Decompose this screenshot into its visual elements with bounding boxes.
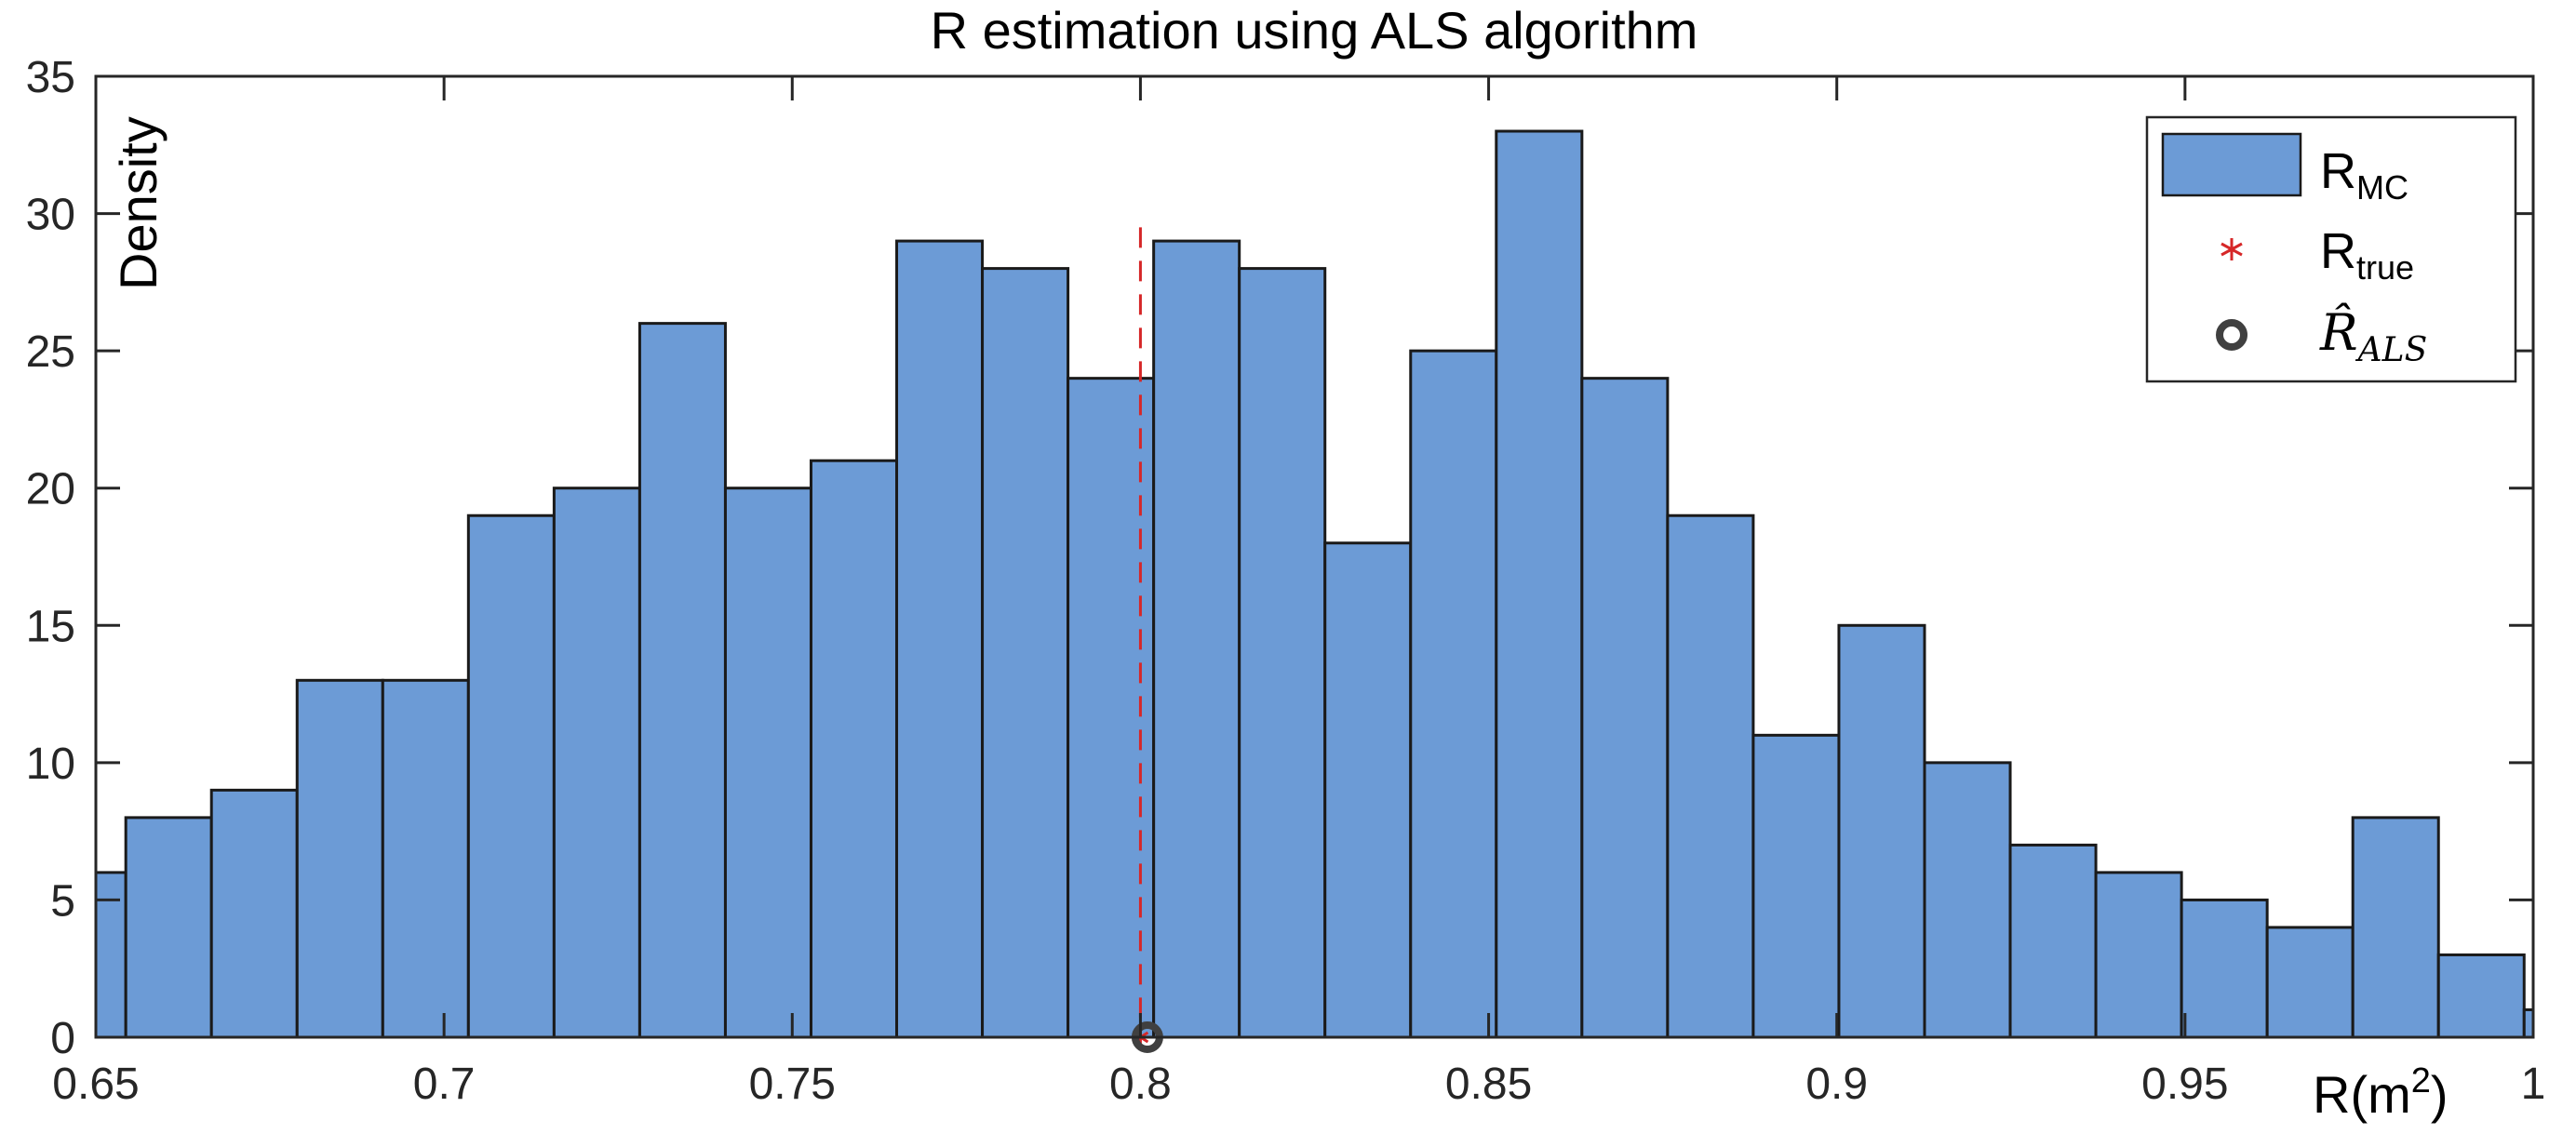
y-tick-label: 35 [26,53,75,102]
histogram-bar [723,487,812,1037]
x-axis-label-main: R(m [2313,1065,2411,1124]
legend-bar-swatch [2161,132,2302,197]
y-tick-label: 10 [26,740,75,789]
histogram-bar [466,513,556,1037]
x-tick-label: 0.7 [413,1060,476,1109]
histogram-bar [209,788,299,1037]
histogram-bar [2008,843,2098,1037]
y-tick-label: 20 [26,465,75,514]
histogram-bar [2522,1007,2533,1037]
y-tick-label: 15 [26,602,75,651]
histogram-bar [295,678,384,1037]
histogram-bar [1923,761,2012,1037]
histogram-bar [809,459,899,1037]
histogram-bar [637,322,727,1037]
histogram-bar [1409,349,1498,1037]
x-tick-label: 0.85 [1445,1060,1532,1109]
histogram-bar [895,239,985,1037]
x-tick-label: 0.75 [749,1060,836,1109]
histogram-bar [381,678,470,1037]
circle-marker-icon [2216,319,2247,351]
legend: RMC Rtrue R̂ALS [2145,115,2517,383]
legend-entry-true: Rtrue [2320,223,2414,287]
asterisk-icon [2220,238,2243,260]
x-tick-label: 0.95 [2141,1060,2228,1109]
x-tick-label: 0.9 [1805,1060,1868,1109]
histogram-bar [1580,377,1670,1037]
x-axis-label: R(m2) [2313,1061,2449,1124]
x-axis-label-superscript: 2 [2411,1061,2431,1100]
y-tick-label: 0 [50,1014,75,1063]
legend-entry-als: R̂ALS [2319,302,2427,369]
y-axis-label: Density [109,116,168,290]
x-tick-label: 0.8 [1109,1060,1172,1109]
histogram-bars [96,129,2533,1037]
histogram-bar [1751,733,1841,1037]
histogram-bar [2436,953,2526,1037]
histogram-bar [2265,926,2355,1037]
histogram-bar [1238,267,1327,1037]
x-tick-label: 1 [2521,1060,2546,1109]
histogram-bar [2180,898,2269,1037]
histogram-bar [552,487,641,1037]
histogram-bar [1495,129,1584,1037]
histogram-bar [124,816,213,1037]
x-axis-label-close: ) [2431,1065,2449,1124]
chart-title: R estimation using ALS algorithm [931,1,1698,60]
legend-entry-mc: RMC [2320,143,2408,207]
y-tick-label: 25 [26,327,75,377]
plot-frame [94,74,2535,1039]
histogram-bar [1666,513,1755,1037]
histogram-bar [1323,541,1413,1037]
histogram-bar [1837,623,1926,1037]
histogram-bar [981,267,1070,1037]
histogram-bar [2094,871,2183,1037]
x-tick-label: 0.65 [52,1060,139,1109]
y-tick-label: 30 [26,191,75,240]
histogram-bar [2351,816,2440,1037]
y-tick-label: 5 [50,876,75,926]
histogram-bar [1152,239,1241,1037]
